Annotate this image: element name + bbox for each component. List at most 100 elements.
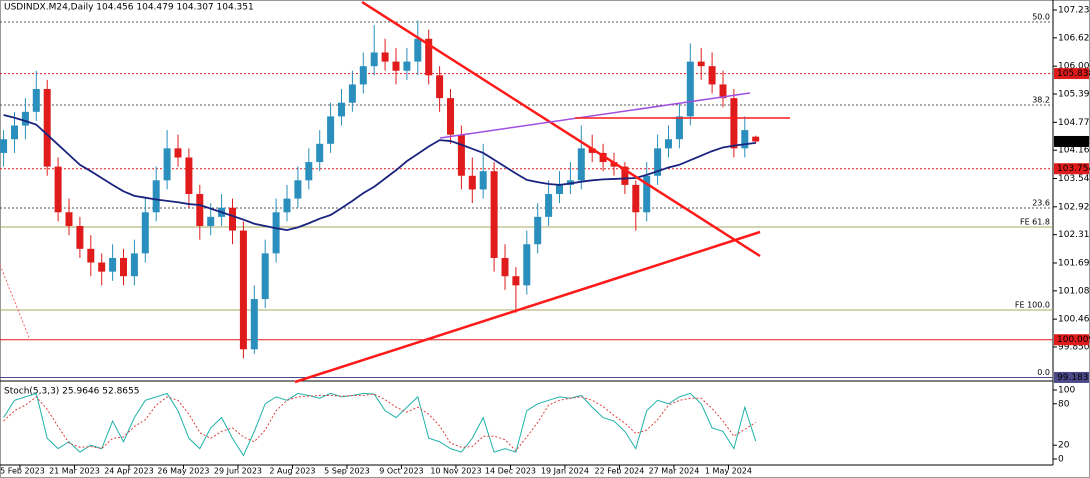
candle-body [120,257,127,277]
candle-body [392,61,400,71]
price-label: 105.838 [1057,69,1090,79]
price-label: 103.754 [1057,164,1090,174]
trend-line [294,230,761,384]
candle-body [719,84,727,99]
candle-body [43,88,51,167]
candle-body [468,175,476,190]
x-tick-label: 15 Feb 2023 [0,467,45,476]
y-tick-label: 102.920 [1058,202,1090,212]
x-tick-label: 5 Sep 2023 [324,467,370,476]
y-tick-label: 105.390 [1058,90,1090,100]
candle-body [621,166,629,185]
y-tick-label: 103.540 [1058,174,1090,184]
y-tick-label: 101.080 [1058,286,1090,296]
y-tick-label: 104.160 [1058,146,1090,156]
candle-body [457,134,465,176]
candle-body [403,61,411,71]
candle-body [512,276,520,286]
indicator-tick-label: 0 [1058,454,1064,464]
price-label-box [1054,334,1089,346]
y-tick-label: 106.000 [1058,62,1090,72]
moving-average [3,114,756,232]
candle-body [185,157,193,195]
candle-body [436,75,444,99]
candle-body [643,175,651,213]
trend-line [439,92,751,139]
candle-body [305,162,313,181]
chart-title: USDINDX.M24,Daily 104.456 104.479 104.30… [4,3,254,13]
price-label-box [1054,135,1089,147]
candle-body [534,216,542,245]
candle-body [545,194,553,217]
x-tick-label: 10 Nov 2023 [430,467,481,476]
candle-body [665,139,672,149]
fib-label: 0.0 [1037,368,1050,377]
candle-body [0,139,8,153]
candle-body [599,152,607,163]
y-tick-label: 102.310 [1058,230,1090,240]
candle-body [556,184,563,195]
candle-body [752,136,760,142]
price-label-box [1054,163,1089,175]
candle-body [348,84,356,103]
candle-body [163,148,171,181]
fib-label: 23.6 [1032,198,1050,207]
candle-body [207,216,215,226]
stoch-line [3,393,756,452]
candle-body [370,52,378,67]
candle-body [229,207,236,231]
candle-body [479,171,487,190]
candle-body [588,148,596,153]
candle-body [381,52,389,62]
price-label: 104.351 [1057,137,1090,147]
candle-body [141,212,149,254]
candle-body [490,171,498,258]
trend-line [361,0,761,258]
candle-body [11,125,18,140]
indicator-title: Stoch(5,3,3) 25.9646 52.8655 [4,387,139,397]
x-tick-label: 22 Feb 2024 [595,467,645,476]
candle-body [98,262,106,272]
y-tick-label: 99.850 [1058,342,1090,352]
candle-body [425,38,433,76]
candle-body [174,148,182,158]
candle-body [130,253,138,277]
x-tick-label: 26 May 2023 [157,467,209,476]
candle-body [708,66,716,85]
indicator-tick-label: 80 [1058,399,1070,409]
candle-body [359,66,367,85]
candle-body [610,162,618,167]
candle-body [447,98,454,135]
y-tick-label: 107.230 [1058,6,1090,16]
y-tick-label: 101.690 [1058,258,1090,268]
x-tick-label: 19 Jan 2024 [541,467,589,476]
candle-body [87,248,95,263]
price-label: 99.183 [1057,373,1089,383]
indicator-tick-label: 100 [1058,385,1075,395]
fib-label: FE 100.0 [1015,301,1050,310]
y-tick-label: 100.460 [1058,315,1090,325]
fib-label: FE 61.8 [1020,217,1050,226]
candle-body [697,61,705,67]
fib-label: 50.0 [1032,13,1050,22]
candle-body [21,111,29,126]
candle-body [730,98,738,149]
x-tick-label: 29 Jun 2023 [214,467,262,476]
candle-body [741,130,749,149]
candle-body [686,61,694,117]
candle-body [566,180,574,185]
candle-body [109,257,117,272]
candle-body [196,194,204,226]
candle-body [327,116,335,144]
indicator-tick-label: 20 [1058,441,1070,451]
price-label: 100.009 [1057,335,1090,345]
candle-body [577,148,585,181]
candle-body [54,166,62,213]
y-tick-label: 104.770 [1058,118,1090,128]
x-tick-label: 2 Aug 2023 [269,467,315,476]
y-tick-label: 106.620 [1058,33,1090,43]
x-tick-label: 1 May 2024 [705,467,752,476]
candle-body [294,180,302,199]
